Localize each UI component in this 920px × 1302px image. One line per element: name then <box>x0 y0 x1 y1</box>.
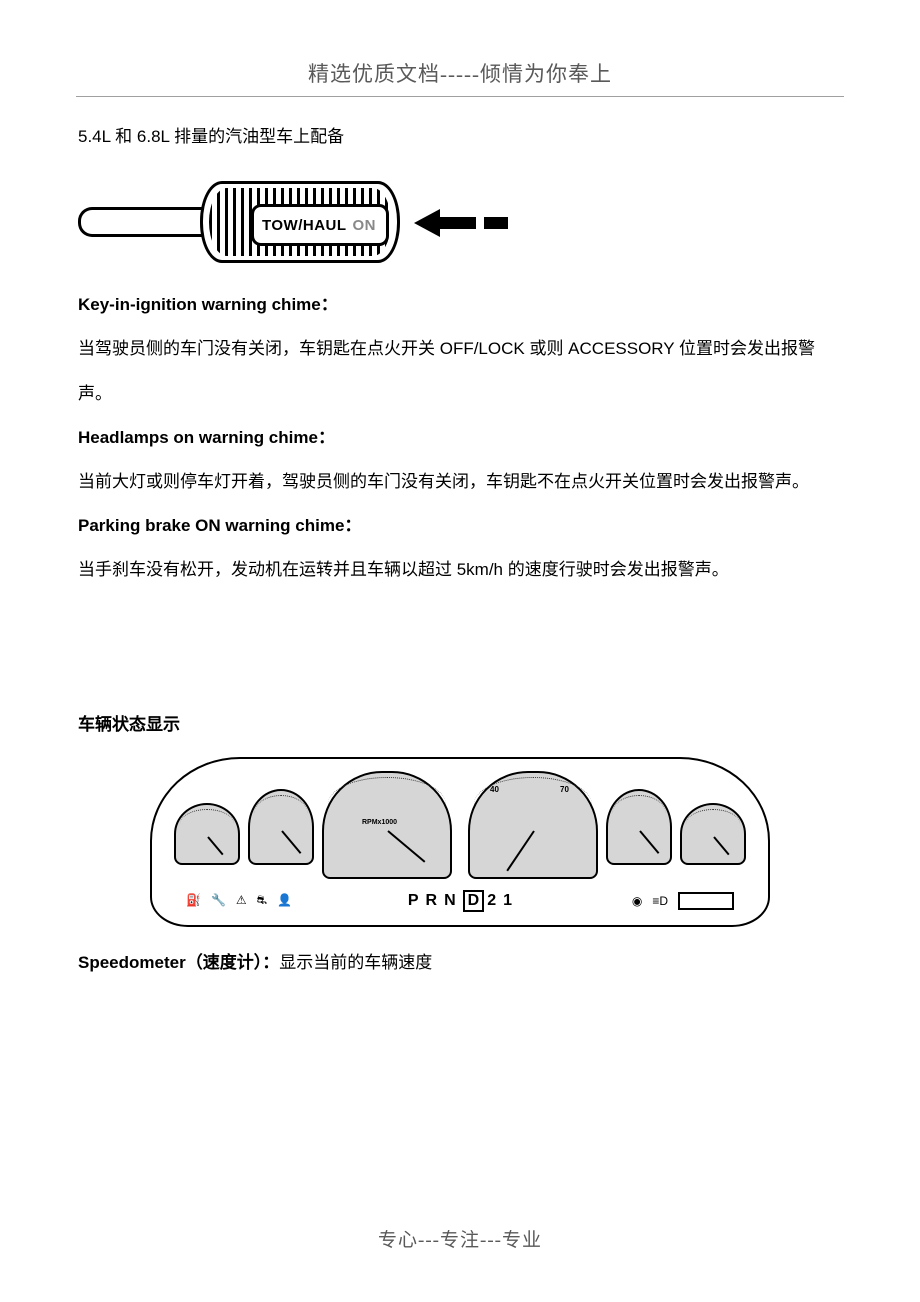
gear-r: R <box>426 892 442 910</box>
fuel-gauge <box>248 789 314 865</box>
gear-n: N <box>444 892 460 910</box>
oil-gauge <box>174 803 240 865</box>
page-header: 精选优质文档-----倾情为你奉上 <box>0 0 920 88</box>
switch-body: TOW/HAUL ON <box>200 181 400 263</box>
seatbelt-icon: 👤 <box>277 893 292 909</box>
stalk-shape <box>78 207 208 237</box>
parking-brake-chime-heading: Parking brake ON warning chime： <box>78 504 842 548</box>
headlamp-chime-heading: Headlamps on warning chime： <box>78 416 842 460</box>
arrow-shaft <box>440 217 476 229</box>
towhaul-switch-figure: TOW/HAUL ON <box>78 163 498 275</box>
speed-tick-70: 70 <box>560 785 569 794</box>
key-chime-body: 当驾驶员侧的车门没有关闭，车钥匙在点火开关 OFF/LOCK 或则 ACCESS… <box>78 327 842 415</box>
speedometer-gauge <box>468 771 598 879</box>
content-area: 5.4L 和 6.8L 排量的汽油型车上配备 TOW/HAUL ON Key-i… <box>0 97 920 985</box>
instrument-cluster-figure: RPMx1000 40 70 ⛽ 🔧 ⚠ ⛐ 👤 P R N D 2 1 ◉ <box>150 757 770 927</box>
warning-indicators-right: ◉ ≡D <box>632 894 668 908</box>
arrow-head-icon <box>414 209 440 237</box>
speedometer-label: Speedometer（速度计）： <box>78 953 279 972</box>
highbeam-icon: ≡D <box>652 894 668 908</box>
temp-gauge <box>606 789 672 865</box>
tach-rpm-label: RPMx1000 <box>362 819 397 826</box>
engine-spec-line: 5.4L 和 6.8L 排量的汽油型车上配备 <box>78 115 842 159</box>
speed-tick-40: 40 <box>490 785 499 794</box>
cluster-bottom-row: ⛽ 🔧 ⚠ ⛐ 👤 P R N D 2 1 ◉ ≡D <box>186 887 734 915</box>
press-arrow <box>414 209 508 237</box>
oil-icon: ⛽ <box>186 893 201 909</box>
abs-icon: ⛐ <box>257 893 267 909</box>
speedometer-desc: 显示当前的车辆速度 <box>279 953 432 972</box>
gear-1: 1 <box>503 892 516 910</box>
switch-label-window: TOW/HAUL ON <box>251 204 389 246</box>
light-icon: ◉ <box>632 894 642 908</box>
arrow-dash <box>484 217 508 229</box>
parking-brake-chime-body: 当手刹车没有松开，发动机在运转并且车辆以超过 5km/h 的速度行驶时会发出报警… <box>78 548 842 592</box>
wrench-icon: 🔧 <box>211 893 226 909</box>
gear-indicator: P R N D 2 1 <box>408 890 516 912</box>
towhaul-text: TOW/HAUL <box>262 217 347 234</box>
towhaul-on-indicator: ON <box>353 217 377 234</box>
gear-d-selected: D <box>463 890 485 912</box>
vehicle-status-heading: 车辆状态显示 <box>78 703 842 747</box>
warning-indicators-left: ⛽ 🔧 ⚠ ⛐ 👤 <box>186 893 292 909</box>
gear-2: 2 <box>487 892 500 910</box>
page-footer: 专心---专注---专业 <box>0 1225 920 1252</box>
gear-p: P <box>408 892 423 910</box>
battery-gauge <box>680 803 746 865</box>
odometer-display <box>678 892 734 910</box>
headlamp-chime-body: 当前大灯或则停车灯开着，驾驶员侧的车门没有关闭，车钥匙不在点火开关位置时会发出报… <box>78 460 842 504</box>
engine-icon: ⚠ <box>236 893 247 909</box>
key-chime-heading: Key-in-ignition warning chime： <box>78 283 842 327</box>
speedometer-line: Speedometer（速度计）：显示当前的车辆速度 <box>78 941 842 985</box>
